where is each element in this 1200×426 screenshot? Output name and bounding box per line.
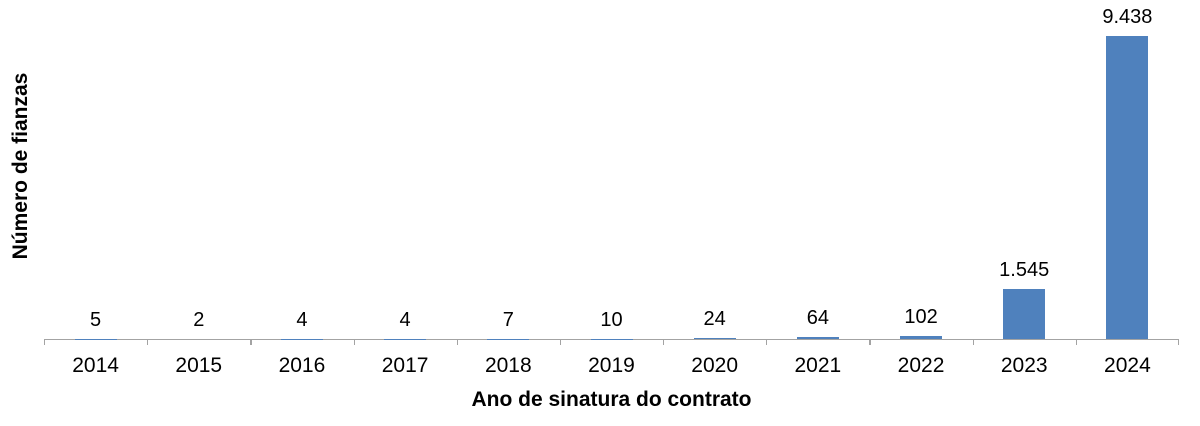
value-label-2019: 10: [600, 308, 623, 331]
value-label-2023: 1.545: [999, 259, 1050, 282]
x-axis-line: [44, 338, 1179, 340]
category-label-2024: 2024: [1104, 354, 1151, 377]
value-label-2017: 4: [399, 308, 411, 331]
axis-tick: [559, 339, 562, 345]
axis-tick: [663, 339, 665, 345]
bar-2022: [900, 335, 943, 339]
bar-2024: [1106, 36, 1149, 339]
category-label-2020: 2020: [691, 354, 739, 377]
x-axis-labels: 2014 2015 2016 2017 2018 2019 2020 2021 2022 2023…: [44, 354, 1179, 380]
category-label-2016: 2016: [278, 354, 326, 377]
axis-tick: [766, 339, 768, 345]
category-label-2017: 2017: [381, 354, 429, 377]
x-axis-title: Ano de sinatura do contrato: [471, 388, 752, 411]
bar-2021: [796, 336, 839, 339]
axis-tick: [353, 339, 355, 345]
category-label-2021: 2021: [794, 354, 842, 377]
value-label-2018: 7: [502, 308, 514, 331]
value-label-2021: 64: [806, 306, 829, 329]
plot-area: 5 2 4 4 7 10 24 64 102 1.545 9.438: [44, 0, 1179, 345]
category-label-2014: 2014: [72, 354, 119, 377]
category-label-2019: 2019: [588, 354, 635, 377]
value-label-2020: 24: [703, 308, 726, 331]
category-label-2018: 2018: [484, 354, 532, 377]
value-label-2022: 102: [904, 305, 938, 328]
bar-2020: [693, 338, 736, 339]
value-label-2024: 9.438: [1102, 6, 1153, 28]
category-label-2023: 2023: [1000, 354, 1048, 377]
axis-tick: [1177, 339, 1179, 345]
axis-tick: [147, 339, 149, 345]
axis-tick: [972, 339, 974, 345]
value-label-2016: 4: [296, 308, 308, 331]
category-label-2015: 2015: [175, 354, 223, 377]
axis-tick: [250, 339, 252, 345]
axis-tick: [1075, 339, 1077, 345]
value-label-2014: 5: [90, 308, 102, 331]
y-axis-title: Número de fianzas: [9, 72, 32, 260]
axis-tick: [456, 339, 458, 345]
value-label-2015: 2: [193, 308, 205, 331]
axis-tick: [44, 339, 46, 345]
bar-2023: [1003, 289, 1046, 339]
category-label-2022: 2022: [897, 354, 945, 377]
axis-tick: [869, 339, 871, 345]
